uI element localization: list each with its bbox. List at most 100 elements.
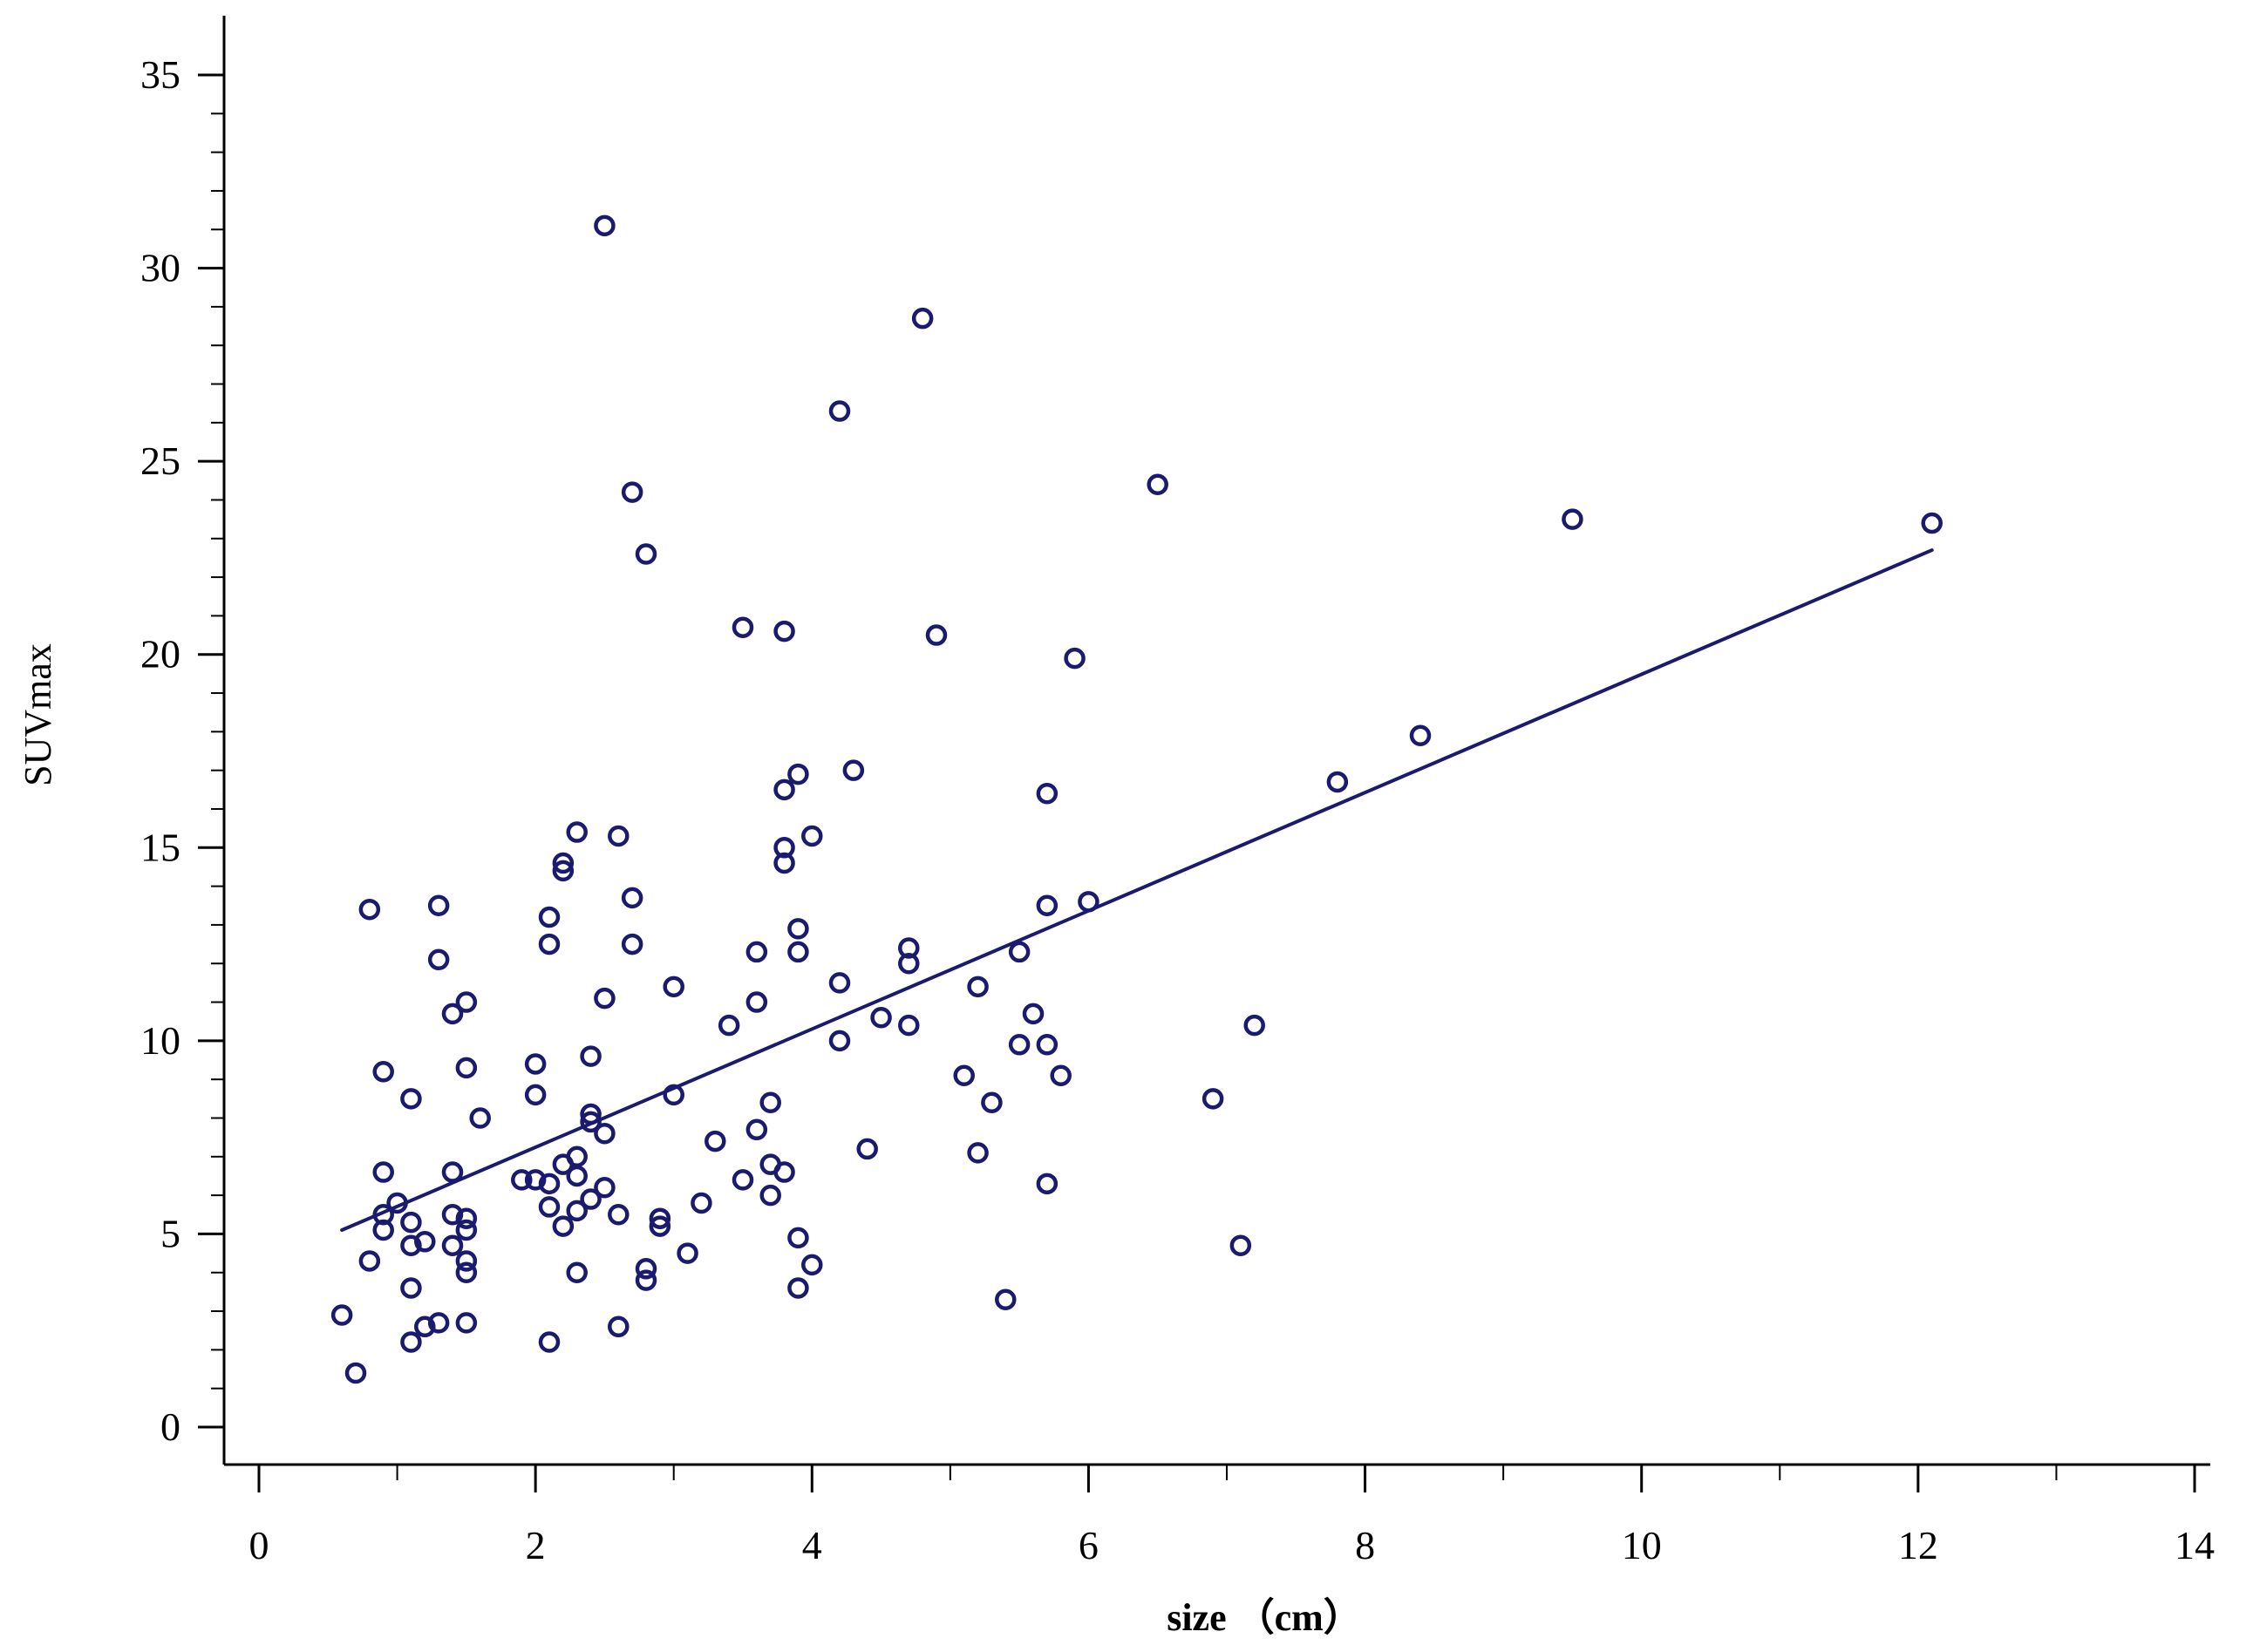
y-tick-label: 35 (140, 52, 180, 97)
data-point (511, 1169, 533, 1191)
y-tick-label: 20 (140, 632, 180, 676)
data-point (427, 894, 450, 917)
data-point (566, 1165, 588, 1187)
data-point (358, 1250, 381, 1272)
data-point (898, 1014, 920, 1037)
data-point (649, 1207, 671, 1229)
data-point (594, 1177, 616, 1199)
data-point (898, 937, 920, 959)
data-point (594, 214, 616, 237)
data-point (400, 1277, 422, 1299)
y-tick-label: 10 (140, 1018, 180, 1063)
data-point (358, 898, 381, 921)
data-point (898, 952, 920, 975)
data-point (773, 778, 795, 801)
data-point (455, 1312, 478, 1334)
data-point (801, 1254, 823, 1276)
x-tick-label: 0 (249, 1523, 269, 1567)
data-point (538, 933, 561, 955)
data-point (1243, 1014, 1265, 1037)
data-point (566, 1200, 588, 1222)
fit-line-group (340, 548, 1934, 1232)
data-point (608, 1204, 630, 1226)
y-tick-labels: 0 5 10 15 20 25 30 35 (140, 52, 180, 1449)
data-point (427, 1312, 450, 1334)
data-point (787, 763, 809, 785)
x-axis-title: size （cm） (1167, 1596, 1362, 1639)
data-point (995, 1288, 1017, 1311)
data-point (1921, 512, 1943, 534)
data-point (455, 991, 478, 1013)
x-tick-labels: 0 2 4 6 8 10 12 14 (249, 1523, 2216, 1567)
data-point (787, 1277, 809, 1299)
data-point (580, 1045, 602, 1067)
data-point (759, 1184, 781, 1207)
data-point (580, 1111, 602, 1133)
data-point (400, 1331, 422, 1353)
data-point (441, 1234, 464, 1256)
data-point (773, 837, 795, 859)
data-point (705, 1130, 726, 1152)
data-point (663, 1084, 684, 1106)
data-point (400, 1088, 422, 1110)
data-point (524, 1084, 547, 1106)
data-point (1201, 1088, 1224, 1110)
data-point (455, 1250, 478, 1272)
data-point (344, 1362, 367, 1384)
data-point (1022, 1003, 1045, 1025)
data-point (372, 1161, 394, 1183)
data-point (372, 1219, 394, 1241)
data-point (594, 987, 616, 1010)
data-point (524, 1169, 547, 1191)
data-point (691, 1192, 712, 1214)
data-point (635, 543, 657, 565)
data-point (524, 1053, 547, 1075)
data-point (552, 860, 575, 882)
data-point (372, 1204, 394, 1226)
data-point (469, 1107, 491, 1129)
data-point (566, 1146, 588, 1168)
data-point (330, 1304, 353, 1326)
data-point (677, 1242, 698, 1264)
data-point (828, 972, 851, 994)
data-point (1147, 473, 1168, 495)
data-point (649, 1215, 671, 1237)
data-point (538, 906, 561, 928)
x-tick-label: 14 (2175, 1523, 2215, 1567)
x-tick-label: 10 (1622, 1523, 1662, 1567)
data-point (718, 1014, 740, 1037)
data-point (552, 852, 575, 874)
data-point (621, 933, 643, 955)
data-point (580, 1103, 602, 1125)
data-point (787, 1227, 809, 1249)
data-point (594, 1122, 616, 1145)
data-points (330, 214, 1943, 1384)
data-point (801, 825, 823, 847)
data-point (1008, 1034, 1031, 1056)
data-point (1036, 1034, 1059, 1056)
data-point (870, 1007, 892, 1029)
data-point (1326, 771, 1349, 793)
data-point (828, 1030, 851, 1052)
data-point (552, 1215, 575, 1237)
data-point (1036, 782, 1059, 805)
y-tick-label: 15 (140, 825, 180, 869)
x-tick-label: 8 (1355, 1523, 1375, 1567)
data-point (773, 620, 795, 642)
data-point (386, 1192, 408, 1214)
data-point (455, 1207, 478, 1229)
data-point (621, 481, 643, 503)
data-point (1036, 1173, 1059, 1195)
x-tick-label: 6 (1079, 1523, 1099, 1567)
data-point (441, 1204, 464, 1226)
y-tick-label: 0 (160, 1404, 180, 1449)
data-point (608, 825, 630, 847)
data-point (745, 1118, 768, 1141)
data-point (608, 1315, 630, 1338)
data-point (441, 1161, 464, 1183)
data-point (773, 852, 795, 874)
data-point (441, 1003, 464, 1025)
data-point (828, 400, 851, 422)
data-point (745, 991, 768, 1013)
